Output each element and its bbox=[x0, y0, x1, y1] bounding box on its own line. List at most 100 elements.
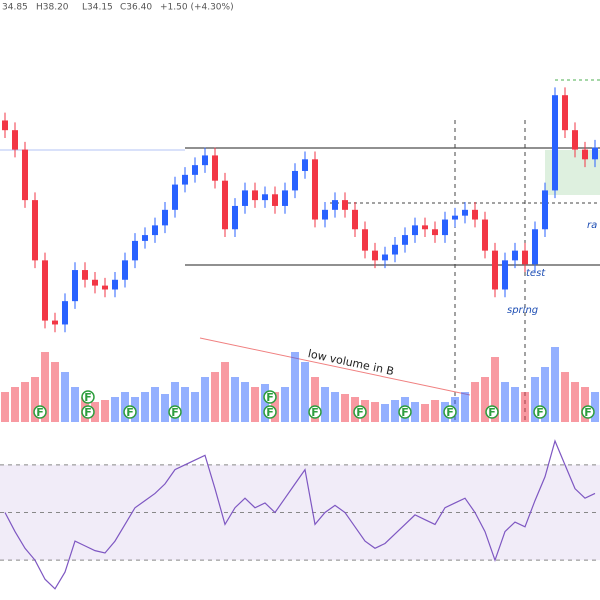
volume-bar bbox=[341, 394, 349, 422]
candle-body bbox=[402, 235, 408, 245]
volume-bar bbox=[1, 392, 9, 422]
candle-body bbox=[552, 95, 558, 191]
event-marker-label: F bbox=[584, 406, 592, 419]
candle-body bbox=[122, 260, 128, 280]
event-marker-label: F bbox=[36, 406, 44, 419]
event-marker bbox=[485, 405, 499, 419]
volume-bar bbox=[251, 387, 259, 422]
event-marker-label: F bbox=[446, 406, 454, 419]
volume-bar bbox=[421, 404, 429, 422]
trend-line bbox=[199, 337, 471, 396]
header-open: 34.85 bbox=[2, 3, 28, 13]
volume-bar bbox=[31, 377, 39, 422]
header-change: +1.50 (+4.30%) bbox=[160, 3, 234, 13]
volume-bar bbox=[281, 387, 289, 422]
event-marker bbox=[81, 390, 95, 404]
candle-body bbox=[472, 209, 478, 220]
candle-body bbox=[532, 229, 538, 265]
candle-body bbox=[292, 170, 298, 191]
candle-body bbox=[422, 225, 428, 230]
volume-bar bbox=[381, 404, 389, 422]
candle-body bbox=[192, 165, 198, 175]
candle-body bbox=[392, 244, 398, 255]
volume-bar bbox=[411, 402, 419, 422]
header-low: L34.15 bbox=[82, 3, 113, 13]
candle-body bbox=[572, 130, 578, 150]
event-marker bbox=[81, 405, 95, 419]
candle-body bbox=[42, 260, 48, 321]
event-marker bbox=[168, 405, 182, 419]
event-marker-label: F bbox=[401, 406, 409, 419]
candle-body bbox=[162, 209, 168, 226]
volume-bar bbox=[151, 387, 159, 422]
candle-body bbox=[302, 159, 308, 171]
candle-body bbox=[32, 200, 38, 261]
volume-bar bbox=[291, 352, 299, 422]
candle-body bbox=[252, 190, 258, 201]
candle-body bbox=[212, 155, 218, 181]
event-marker bbox=[443, 405, 457, 419]
volume-bar bbox=[71, 387, 79, 422]
candle-body bbox=[182, 174, 188, 185]
candle-body bbox=[72, 270, 78, 302]
event-marker bbox=[353, 405, 367, 419]
event-marker-label: F bbox=[536, 406, 544, 419]
candle-body bbox=[2, 120, 8, 131]
candle-body bbox=[462, 209, 468, 216]
event-marker bbox=[33, 405, 47, 419]
volume-bar bbox=[581, 387, 589, 422]
volume-bar bbox=[161, 394, 169, 422]
annotation: test bbox=[526, 268, 546, 279]
candle-body bbox=[352, 209, 358, 230]
event-marker-label: F bbox=[266, 391, 274, 404]
candle-body bbox=[52, 320, 58, 325]
header-close: C36.40 bbox=[120, 3, 152, 13]
volume-bar bbox=[591, 392, 599, 422]
candle-body bbox=[342, 200, 348, 210]
event-marker bbox=[398, 405, 412, 419]
annotation: ra bbox=[587, 220, 597, 231]
candle-body bbox=[522, 250, 528, 265]
candle-body bbox=[232, 205, 238, 230]
candle-body bbox=[22, 149, 28, 201]
event-marker-label: F bbox=[84, 406, 92, 419]
candle-body bbox=[82, 270, 88, 280]
candle-body bbox=[512, 250, 518, 261]
volume-bar bbox=[321, 387, 329, 422]
candle-body bbox=[502, 260, 508, 290]
volume-bar bbox=[91, 402, 99, 422]
event-marker bbox=[308, 405, 322, 419]
candle-body bbox=[482, 219, 488, 251]
candle-body bbox=[272, 194, 278, 206]
candle-body bbox=[92, 279, 98, 286]
volume-bar bbox=[261, 384, 269, 422]
volume-bar bbox=[541, 367, 549, 422]
volume-bar bbox=[501, 382, 509, 422]
annotation: spring bbox=[507, 305, 538, 316]
volume-bar bbox=[471, 382, 479, 422]
candle-body bbox=[452, 215, 458, 220]
event-marker-label: F bbox=[488, 406, 496, 419]
candle-body bbox=[592, 147, 598, 160]
volume-bar bbox=[371, 402, 379, 422]
volume-bar bbox=[221, 362, 229, 422]
candle-body bbox=[322, 209, 328, 220]
volume-bar bbox=[181, 387, 189, 422]
candles bbox=[2, 87, 598, 333]
volume-bar bbox=[21, 382, 29, 422]
volume-bar bbox=[41, 352, 49, 422]
candle-body bbox=[262, 194, 268, 201]
candle-body bbox=[382, 254, 388, 261]
event-marker bbox=[263, 390, 277, 404]
candle-body bbox=[112, 279, 118, 290]
event-marker-label: F bbox=[171, 406, 179, 419]
volume-bar bbox=[521, 392, 529, 422]
candle-body bbox=[62, 301, 68, 325]
candle-body bbox=[172, 184, 178, 210]
volume-bar bbox=[201, 377, 209, 422]
volume-bar bbox=[301, 362, 309, 422]
annotation: low volume in B bbox=[307, 347, 395, 378]
candle-body bbox=[582, 149, 588, 160]
volume-bar bbox=[551, 347, 559, 422]
